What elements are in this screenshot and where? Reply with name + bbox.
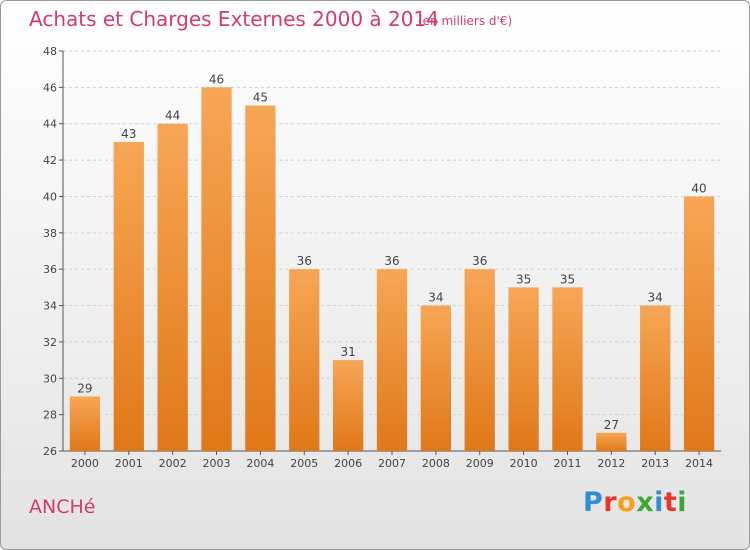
x-tick-label-2004: 2004 (246, 457, 274, 470)
data-label-2012: 27 (604, 418, 619, 432)
y-tick-label: 38 (43, 227, 57, 240)
bar-2007 (376, 269, 408, 451)
bar-2012 (596, 432, 627, 451)
x-tick-label-2000: 2000 (71, 457, 99, 470)
logo-letter: r (603, 487, 618, 518)
data-label-2008: 34 (428, 291, 443, 305)
x-tick-label-2008: 2008 (422, 457, 450, 470)
x-tick-label-2006: 2006 (334, 457, 362, 470)
proxiti-logo[interactable]: Proxiti (583, 487, 687, 518)
data-label-2013: 34 (648, 291, 663, 305)
logo-letter: P (583, 487, 604, 518)
y-tick-label: 40 (43, 190, 57, 203)
y-tick-label: 34 (43, 300, 57, 313)
data-label-2005: 36 (297, 254, 312, 268)
y-tick-label: 28 (43, 409, 57, 422)
bar-2000 (69, 396, 101, 451)
bar-2001 (113, 141, 144, 451)
data-label-2007: 36 (384, 254, 399, 268)
x-tick-label-2012: 2012 (597, 457, 625, 470)
data-label-2003: 46 (209, 72, 224, 86)
x-tick-label-2010: 2010 (510, 457, 538, 470)
y-tick-label: 42 (43, 154, 57, 167)
bar-2009 (464, 269, 495, 451)
logo-letter: x (636, 487, 655, 518)
logo-letter: t (663, 487, 678, 518)
bar-2008 (420, 305, 452, 451)
logo-letter: i (677, 487, 688, 518)
bar-2014 (683, 196, 715, 451)
bar-2002 (157, 123, 188, 452)
bar-2013 (640, 305, 671, 451)
data-label-2000: 29 (77, 381, 92, 395)
logo-letter: i (654, 487, 664, 518)
data-label-2004: 45 (253, 91, 268, 105)
commune-name: ANCHé (29, 496, 96, 518)
data-label-2014: 40 (691, 181, 706, 195)
y-tick-label: 32 (43, 336, 57, 349)
bar-2011 (552, 287, 583, 451)
x-tick-label-2011: 2011 (553, 457, 581, 470)
chart-subtitle: (en milliers d'€) (418, 14, 513, 28)
x-tick-label-2003: 2003 (203, 457, 231, 470)
x-tick-label-2014: 2014 (685, 457, 713, 470)
bar-2006 (332, 360, 364, 451)
labels: 26 28 30 32 34 36 38 40 42 44 46 48 29 2000 43 2001 44 20… (43, 45, 713, 470)
logo-letter: o (617, 487, 637, 518)
data-label-2010: 35 (516, 272, 531, 286)
y-tick-label: 36 (43, 263, 57, 276)
y-tick-label: 46 (43, 81, 57, 94)
x-tick-label-2001: 2001 (115, 457, 143, 470)
data-label-2011: 35 (560, 272, 575, 286)
data-label-2009: 36 (472, 254, 487, 268)
x-tick-label-2009: 2009 (466, 457, 494, 470)
data-label-2001: 43 (121, 127, 136, 141)
bars (69, 87, 715, 452)
chart-title: Achats et Charges Externes 2000 à 2014 (29, 7, 439, 31)
y-tick-label: 44 (43, 118, 57, 131)
data-label-2002: 44 (165, 109, 180, 123)
bar-2010 (508, 287, 539, 451)
bar-2004 (245, 105, 276, 451)
y-tick-label: 48 (43, 45, 57, 58)
x-tick-label-2013: 2013 (641, 457, 669, 470)
x-tick-label-2005: 2005 (290, 457, 318, 470)
bar-2003 (201, 87, 232, 451)
y-tick-label: 26 (43, 445, 57, 458)
bar-2005 (289, 269, 320, 451)
x-tick-label-2002: 2002 (159, 457, 187, 470)
data-label-2006: 31 (340, 345, 355, 359)
y-tick-label: 30 (43, 372, 57, 385)
x-tick-label-2007: 2007 (378, 457, 406, 470)
